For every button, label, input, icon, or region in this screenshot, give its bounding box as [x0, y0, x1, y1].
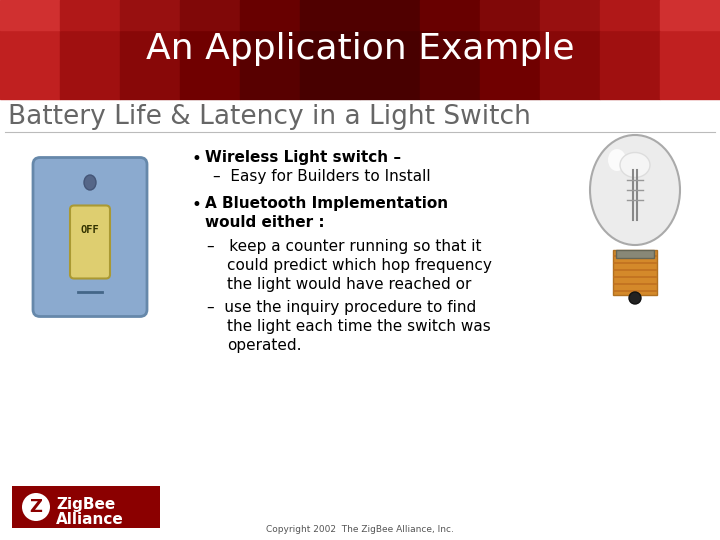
Text: –  Easy for Builders to Install: – Easy for Builders to Install	[213, 169, 431, 184]
Bar	[613, 250, 657, 295]
Bar	[360, 0, 420, 30]
Bar	[180, 0, 240, 30]
FancyBboxPatch shape	[70, 206, 110, 279]
Bar	[420, 0, 480, 30]
FancyBboxPatch shape	[33, 158, 147, 316]
Bar	[0, 0, 60, 30]
Bar	[0, 30, 60, 99]
Text: could predict which hop frequency: could predict which hop frequency	[227, 258, 492, 273]
Bar	[60, 0, 120, 30]
Bar	[60, 30, 120, 99]
Bar	[660, 30, 720, 99]
Circle shape	[22, 493, 50, 521]
Ellipse shape	[84, 175, 96, 190]
Text: Alliance: Alliance	[56, 511, 124, 526]
Bar	[120, 0, 180, 30]
Text: –   keep a counter running so that it: – keep a counter running so that it	[207, 239, 482, 254]
Ellipse shape	[608, 149, 626, 171]
Bar	[616, 250, 654, 258]
Bar	[600, 30, 660, 99]
Text: •: •	[191, 150, 201, 168]
Bar	[240, 30, 300, 99]
Text: operated.: operated.	[227, 338, 302, 353]
Bar	[120, 30, 180, 99]
Text: •: •	[191, 195, 201, 214]
Text: –  use the inquiry procedure to find: – use the inquiry procedure to find	[207, 300, 476, 315]
Circle shape	[629, 292, 641, 304]
Text: A Bluetooth Implementation: A Bluetooth Implementation	[205, 195, 448, 211]
Bar	[240, 0, 300, 30]
Bar	[480, 30, 540, 99]
Ellipse shape	[590, 135, 680, 245]
Bar	[540, 0, 600, 30]
Bar	[300, 30, 360, 99]
Text: Copyright 2002  The ZigBee Alliance, Inc.: Copyright 2002 The ZigBee Alliance, Inc.	[266, 525, 454, 534]
Bar	[300, 0, 360, 30]
Text: OFF: OFF	[81, 225, 99, 235]
Text: the light would have reached or: the light would have reached or	[227, 278, 472, 292]
Bar	[360, 30, 420, 99]
Text: Z: Z	[30, 498, 42, 516]
Bar	[420, 30, 480, 99]
Bar	[180, 30, 240, 99]
Text: would either :: would either :	[205, 214, 325, 230]
Text: ZigBee: ZigBee	[56, 497, 115, 512]
Bar	[480, 0, 540, 30]
Ellipse shape	[620, 152, 650, 178]
Bar	[12, 486, 160, 528]
Text: An Application Example: An Application Example	[145, 32, 575, 66]
Bar	[540, 30, 600, 99]
Text: Battery Life & Latency in a Light Switch: Battery Life & Latency in a Light Switch	[8, 104, 531, 130]
Bar	[600, 0, 660, 30]
Bar	[660, 0, 720, 30]
Text: Wireless Light switch –: Wireless Light switch –	[205, 150, 401, 165]
Text: the light each time the switch was: the light each time the switch was	[227, 319, 491, 334]
